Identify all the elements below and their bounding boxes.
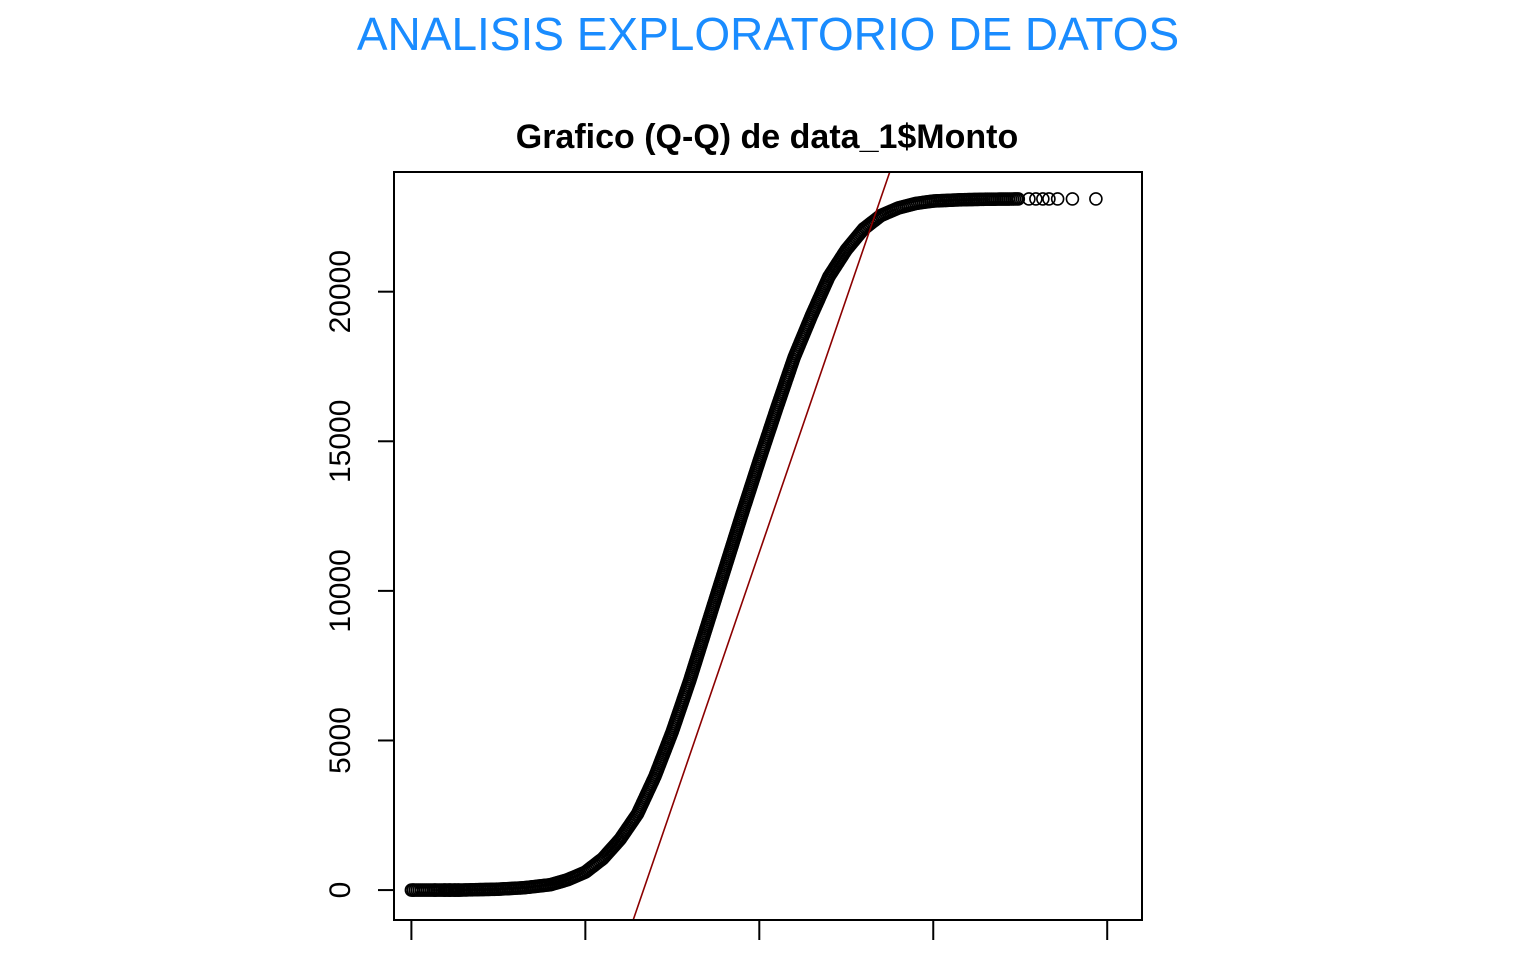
reference-line-layer xyxy=(632,172,891,920)
x-axis xyxy=(410,920,1109,940)
y-tick-label: 15000 xyxy=(324,400,357,483)
outlier-point xyxy=(1050,192,1065,206)
y-tick-label: 10000 xyxy=(324,549,357,632)
y-tick-label: 5000 xyxy=(324,707,357,774)
outlier-point xyxy=(1065,192,1080,206)
outlier-point xyxy=(1036,192,1050,206)
outlier-point xyxy=(437,883,452,897)
qq-reference-line xyxy=(632,172,891,920)
outlier-point xyxy=(451,883,466,897)
sample-quantile-points xyxy=(404,192,1026,897)
chart-title: Grafico (Q-Q) de data_1$Monto xyxy=(516,118,1019,156)
outlier-point xyxy=(448,883,462,897)
qq-point xyxy=(1011,192,1026,206)
outlier-point xyxy=(1022,192,1036,206)
outlier-point xyxy=(1029,192,1043,206)
outlier-point xyxy=(428,883,442,897)
outlier-point xyxy=(442,883,457,897)
tail-points xyxy=(406,192,1103,897)
page-header-title: ANALISIS EXPLORATORIO DE DATOS xyxy=(356,8,1180,60)
plot-frame xyxy=(393,171,1143,921)
y-axis: 0 5000 10000 15000 20000 xyxy=(324,250,394,898)
y-tick-label: 20000 xyxy=(324,250,357,333)
outlier-point xyxy=(1089,192,1103,206)
outlier-point xyxy=(1042,192,1056,206)
outlier-point xyxy=(406,883,420,897)
y-tick-label: 0 xyxy=(324,882,357,899)
